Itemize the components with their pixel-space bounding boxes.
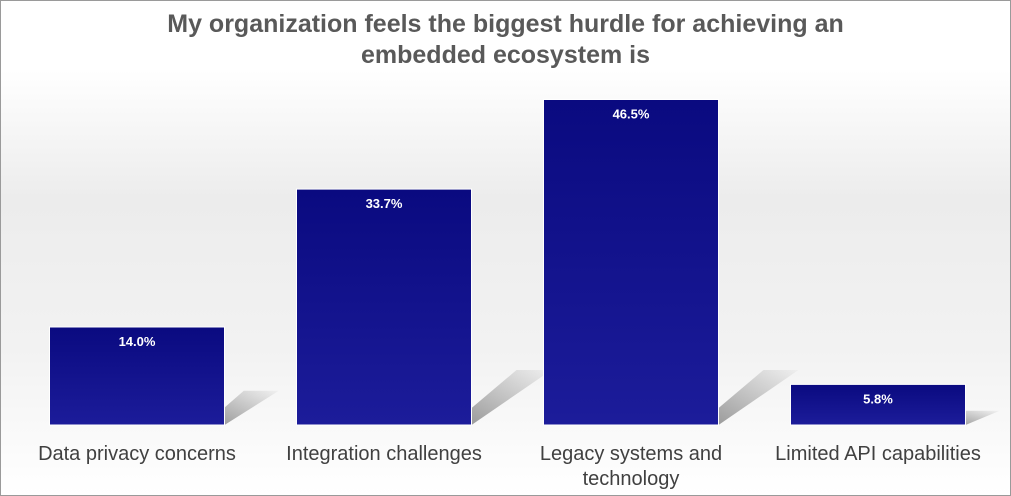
bar-data-label: 14.0% xyxy=(119,334,156,349)
bar-shadow xyxy=(698,370,799,425)
category-tick-label: Integration challenges xyxy=(286,443,482,465)
category-tick-label: Legacy systems and xyxy=(540,443,722,465)
category-tick-label: Data privacy concerns xyxy=(38,443,236,465)
category-tick-label: Limited API capabilities xyxy=(775,443,981,465)
chart-title-line-1: My organization feels the biggest hurdle… xyxy=(167,10,844,38)
category-tick-label: technology xyxy=(583,468,680,490)
chart-title: My organization feels the biggest hurdle… xyxy=(1,9,1010,71)
chart-title-line-2: embedded ecosystem is xyxy=(360,41,650,69)
bar-data-label: 46.5% xyxy=(613,107,650,122)
bar-data-label: 33.7% xyxy=(366,196,403,211)
bar xyxy=(49,326,225,426)
bar xyxy=(543,99,719,426)
bar-data-label: 5.8% xyxy=(863,391,893,406)
bar xyxy=(296,188,472,426)
bar-shadow xyxy=(451,370,552,425)
bar xyxy=(790,383,966,426)
